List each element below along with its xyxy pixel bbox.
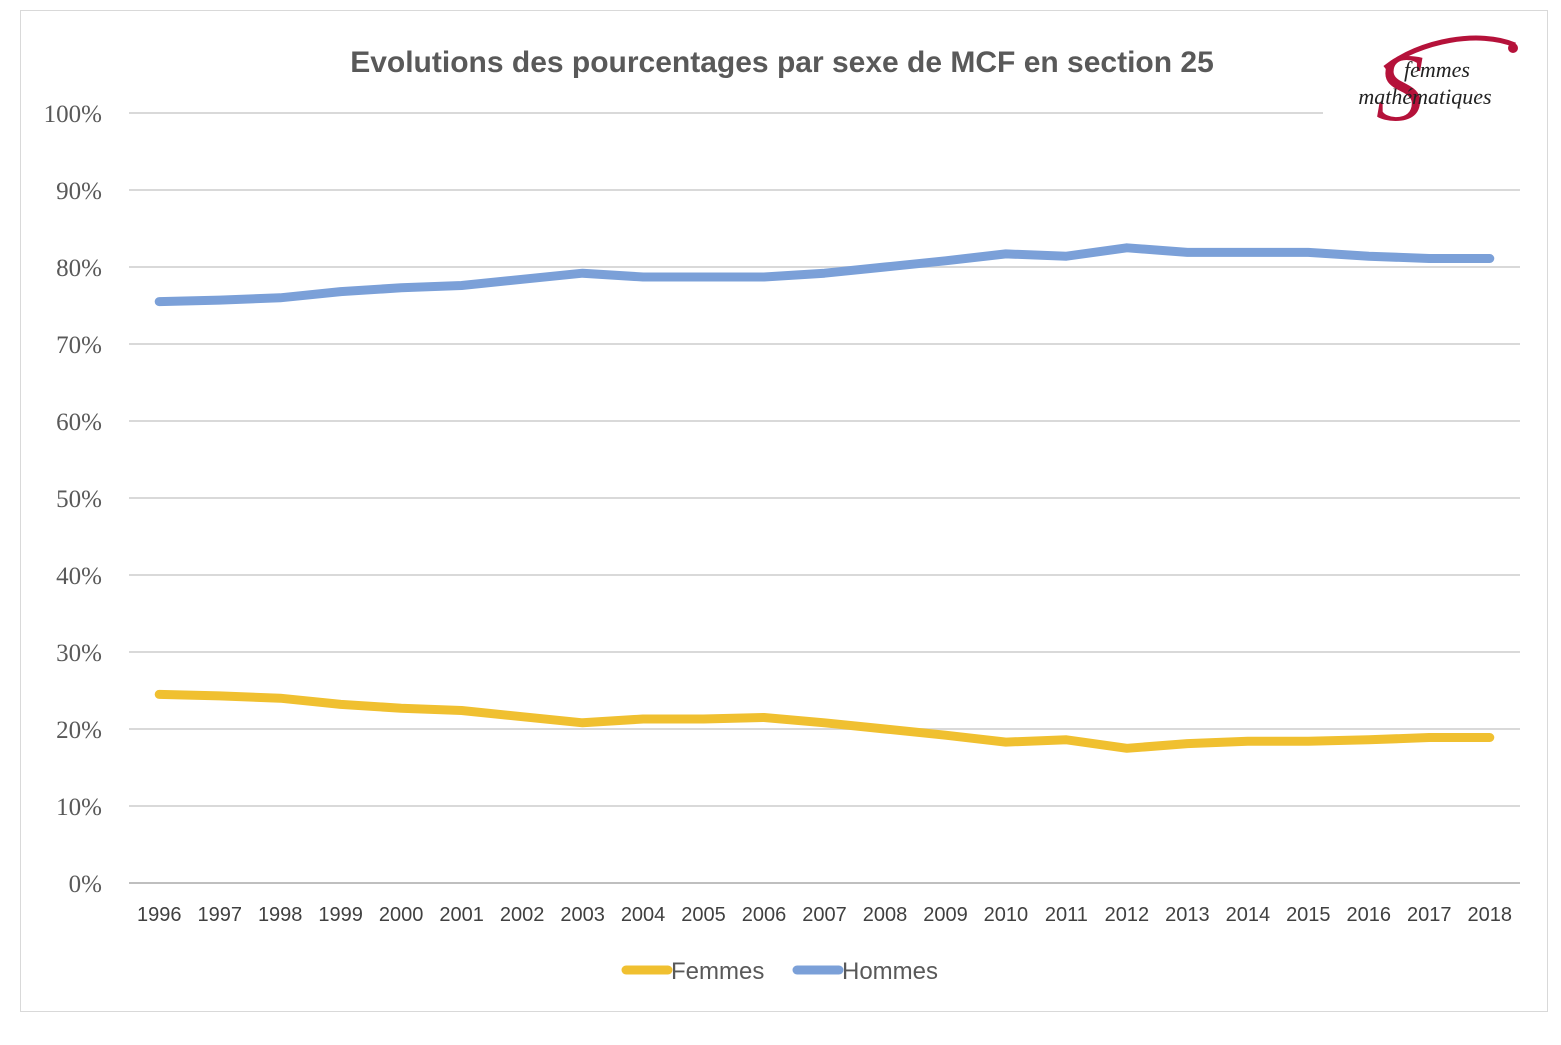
grid: [129, 112, 1520, 884]
x-tick-label: 2016: [1347, 904, 1392, 926]
series-line-hommes: [154, 243, 1495, 307]
x-tick-label: 2002: [500, 904, 545, 926]
x-tick-label: 1999: [318, 904, 363, 926]
x-tick-label: 2013: [1165, 904, 1210, 926]
legend: Femmes Hommes: [621, 958, 938, 985]
series-lines: [154, 243, 1495, 753]
logo-swash: [1383, 35, 1516, 70]
y-tick-label: 80%: [56, 255, 102, 282]
y-tick-label: 0%: [69, 871, 102, 898]
y-tick-label: 90%: [56, 178, 102, 205]
x-tick-label: 2009: [923, 904, 968, 926]
x-tick-label: 2014: [1226, 904, 1271, 926]
x-tick-label: 2003: [560, 904, 605, 926]
y-tick-label: 60%: [56, 409, 102, 436]
y-tick-label: 40%: [56, 563, 102, 590]
x-tick-label: 2012: [1105, 904, 1150, 926]
x-tick-label: 2015: [1286, 904, 1331, 926]
logo-line2: mathématiques: [1358, 84, 1491, 109]
series-line-femmes: [154, 689, 1495, 753]
x-tick-label: 2017: [1407, 904, 1452, 926]
chart-frame: [20, 10, 1548, 1012]
x-tick-label: 2006: [742, 904, 787, 926]
x-tick-label: 2010: [984, 904, 1029, 926]
y-tick-label: 70%: [56, 332, 102, 359]
y-tick-label: 100%: [44, 101, 102, 128]
x-axis-ticks: 1996 1997 1998 1999 2000 2001 2002 2003 2004 2005…: [137, 904, 1512, 926]
x-tick-label: 1997: [197, 904, 242, 926]
x-tick-label: 2011: [1045, 904, 1088, 926]
x-tick-label: 1996: [137, 904, 182, 926]
y-axis-ticks: 0% 10% 20% 30% 40% 50% 60% 70% 80% 90% 100%: [44, 101, 102, 898]
x-tick-label: 2001: [439, 904, 484, 926]
logo-line1: femmes: [1404, 57, 1470, 82]
logo-dot: [1508, 43, 1518, 53]
legend-label-femmes: Femmes: [671, 958, 764, 985]
y-tick-label: 20%: [56, 717, 102, 744]
x-tick-label: 2018: [1468, 904, 1513, 926]
legend-label-hommes: Hommes: [842, 958, 938, 985]
y-tick-label: 50%: [56, 486, 102, 513]
y-tick-label: 10%: [56, 794, 102, 821]
x-tick-label: 2004: [621, 904, 666, 926]
chart-title: Evolutions des pourcentages par sexe de …: [350, 46, 1214, 79]
x-tick-label: 2000: [379, 904, 424, 926]
y-tick-label: 30%: [56, 640, 102, 667]
logo: S femmes mathématiques: [1358, 34, 1518, 141]
x-tick-label: 1998: [258, 904, 303, 926]
x-tick-label: 2005: [681, 904, 726, 926]
x-tick-label: 2008: [863, 904, 908, 926]
x-tick-label: 2007: [802, 904, 847, 926]
